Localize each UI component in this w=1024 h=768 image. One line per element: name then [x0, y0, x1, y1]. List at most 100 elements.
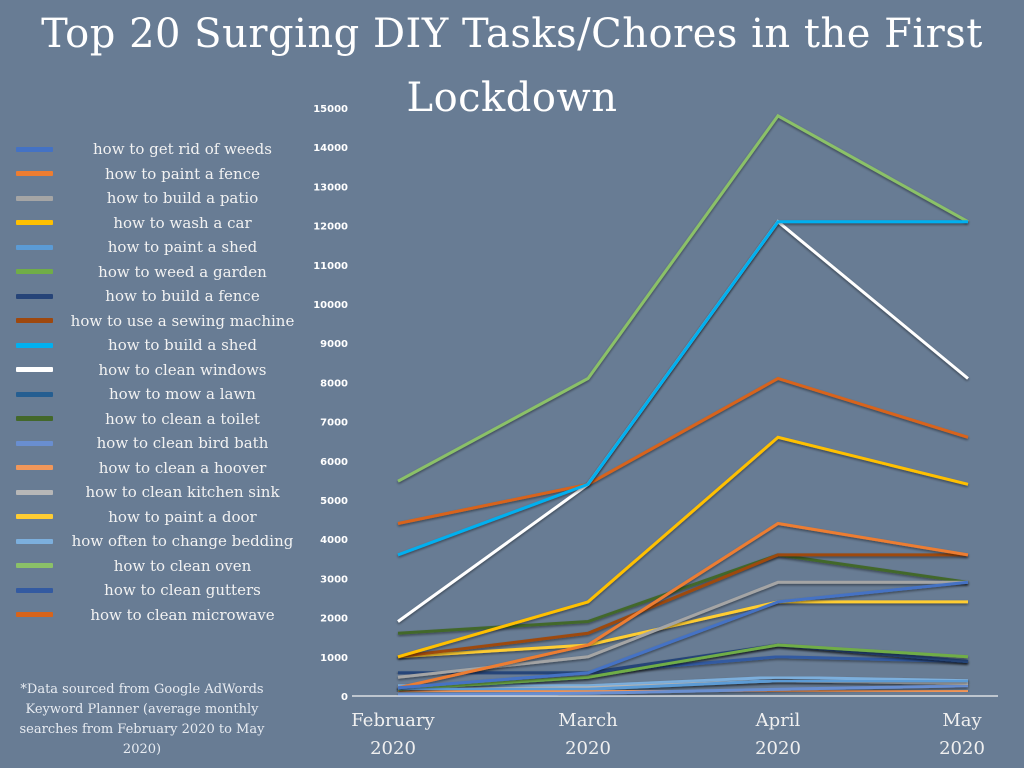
- x-tick-label: February 2020: [351, 710, 435, 759]
- y-tick-label: 4000: [320, 535, 348, 546]
- legend-item: how to paint a fence: [0, 162, 310, 187]
- x-tick-label-line: 2020: [939, 738, 985, 759]
- series-line-how-to-clean-bird-bath: [397, 684, 969, 697]
- legend-label: how often to change bedding: [71, 532, 294, 551]
- legend-label: how to paint a fence: [104, 164, 260, 183]
- legend-swatch: [16, 367, 53, 373]
- legend-item: how to get rid of weeds: [0, 137, 310, 162]
- legend-swatch: [16, 563, 53, 569]
- x-tick-label: May 2020: [939, 710, 985, 759]
- series-line-how-to-build-a-shed: [397, 220, 968, 557]
- series-line-how-to-clean-a-toilet: [397, 553, 969, 635]
- legend-swatch: [16, 440, 53, 446]
- legend-swatch: [16, 416, 53, 422]
- data-source-footnote: *Data sourced from Google AdWords Keywor…: [19, 682, 265, 757]
- series-line-how-to-clean-microwave: [397, 376, 969, 525]
- legend-item: how to paint a door: [0, 505, 310, 530]
- legend-item: how to clean a hoover: [0, 456, 310, 481]
- legend-swatch: [16, 391, 53, 397]
- legend-label: how to build a patio: [106, 189, 259, 208]
- legend-label: how to clean microwave: [90, 605, 275, 624]
- y-tick-label: 6000: [320, 457, 348, 468]
- legend-item: how to clean bird bath: [0, 431, 310, 456]
- series-line-how-to-build-a-patio: [397, 580, 968, 679]
- legend-label: how to wash a car: [113, 213, 252, 232]
- y-tick-label: 15000: [313, 104, 348, 115]
- legend-swatch: [16, 146, 53, 152]
- legend-swatch: [16, 538, 53, 544]
- y-tick-label: 2000: [320, 614, 348, 625]
- series-line-how-to-clean-oven: [397, 113, 969, 483]
- legend-swatch: [16, 293, 53, 299]
- legend-label: how to clean bird bath: [96, 434, 269, 453]
- legend-item: how to mow a lawn: [0, 382, 310, 407]
- y-tick-label: 14000: [313, 143, 348, 154]
- series-line-how-to-wash-a-car: [397, 435, 969, 659]
- series-line-how-to-clean-windows: [397, 219, 969, 623]
- series-line-how-to-get-rid-of-weeds: [397, 580, 969, 690]
- legend-item: how to build a patio: [0, 186, 310, 211]
- series-line-how-to-weed-a-garden: [397, 643, 969, 691]
- legend-swatch: [16, 220, 53, 226]
- series-line-how-to-paint-a-shed: [398, 679, 968, 691]
- legend-item: how often to change bedding: [0, 529, 310, 554]
- legend-item: how to clean microwave: [0, 603, 310, 628]
- y-tick-label: 10000: [313, 300, 348, 311]
- series-line-how-to-paint-a-door: [397, 600, 968, 659]
- y-tick-label: 8000: [320, 378, 348, 389]
- legend-label: how to clean a hoover: [98, 458, 267, 477]
- legend-label: how to mow a lawn: [109, 385, 256, 404]
- legend-item: how to build a fence: [0, 284, 310, 309]
- legend-item: how to clean gutters: [0, 578, 310, 603]
- legend-item: how to use a sewing machine: [0, 309, 310, 334]
- legend-swatch: [16, 195, 53, 201]
- legend-item: how to build a shed: [0, 333, 310, 358]
- legend-swatch: [16, 465, 53, 471]
- chart-title-line-2: Lockdown: [406, 75, 618, 121]
- y-tick-label: 9000: [320, 339, 348, 350]
- y-axis: 0 1000 2000 3000 4000 5000 6000 7000 8000 9000 100…: [313, 104, 348, 703]
- series-line-how-to-paint-a-fence: [397, 521, 969, 690]
- x-tick-label-line: March: [558, 710, 618, 731]
- series-layer: [397, 113, 969, 697]
- y-tick-label: 11000: [313, 261, 348, 272]
- legend-label: how to use a sewing machine: [70, 311, 295, 330]
- x-tick-label-line: May: [942, 710, 982, 731]
- x-axis: February 2020 March 2020 April 2020 May 2020: [351, 710, 985, 759]
- legend-swatch: [16, 269, 53, 275]
- legend-label: how to paint a door: [108, 507, 257, 526]
- x-tick-label-line: 2020: [565, 738, 611, 759]
- y-tick-label: 13000: [313, 182, 348, 193]
- x-tick-label: March 2020: [558, 710, 618, 759]
- legend-swatch: [16, 587, 53, 593]
- series-line-how-to-build-a-fence: [398, 643, 969, 675]
- legend-label: how to clean oven: [113, 556, 252, 575]
- legend-swatch: [16, 612, 53, 618]
- legend-label: how to build a shed: [108, 336, 257, 355]
- legend-label: how to clean gutters: [104, 581, 261, 600]
- legend-label: how to clean kitchen sink: [85, 483, 280, 502]
- y-tick-label: 0: [341, 692, 348, 703]
- series-line-how-to-use-a-sewing-machine: [397, 553, 968, 659]
- legend-label: how to paint a shed: [107, 238, 258, 257]
- y-tick-label: 3000: [320, 574, 348, 585]
- legend-swatch: [16, 171, 53, 177]
- chart-legend: how to get rid of weeds how to paint a fe…: [0, 137, 310, 627]
- legend-item: how to paint a shed: [0, 235, 310, 260]
- x-tick-label: April 2020: [755, 710, 801, 759]
- legend-item: how to clean windows: [0, 358, 310, 383]
- legend-label: how to clean windows: [98, 360, 267, 379]
- legend-label: how to clean a toilet: [105, 409, 260, 428]
- legend-swatch: [16, 318, 53, 324]
- x-tick-label-line: February: [351, 710, 435, 731]
- y-tick-label: 1000: [320, 653, 348, 664]
- legend-item: how to clean oven: [0, 554, 310, 579]
- legend-item: how to clean a toilet: [0, 407, 310, 432]
- legend-label: how to weed a garden: [98, 262, 267, 281]
- x-tick-label-line: April: [755, 710, 801, 731]
- x-tick-label-line: 2020: [755, 738, 801, 759]
- legend-swatch: [16, 489, 53, 495]
- x-tick-label-line: 2020: [370, 738, 416, 759]
- y-tick-label: 7000: [320, 418, 348, 429]
